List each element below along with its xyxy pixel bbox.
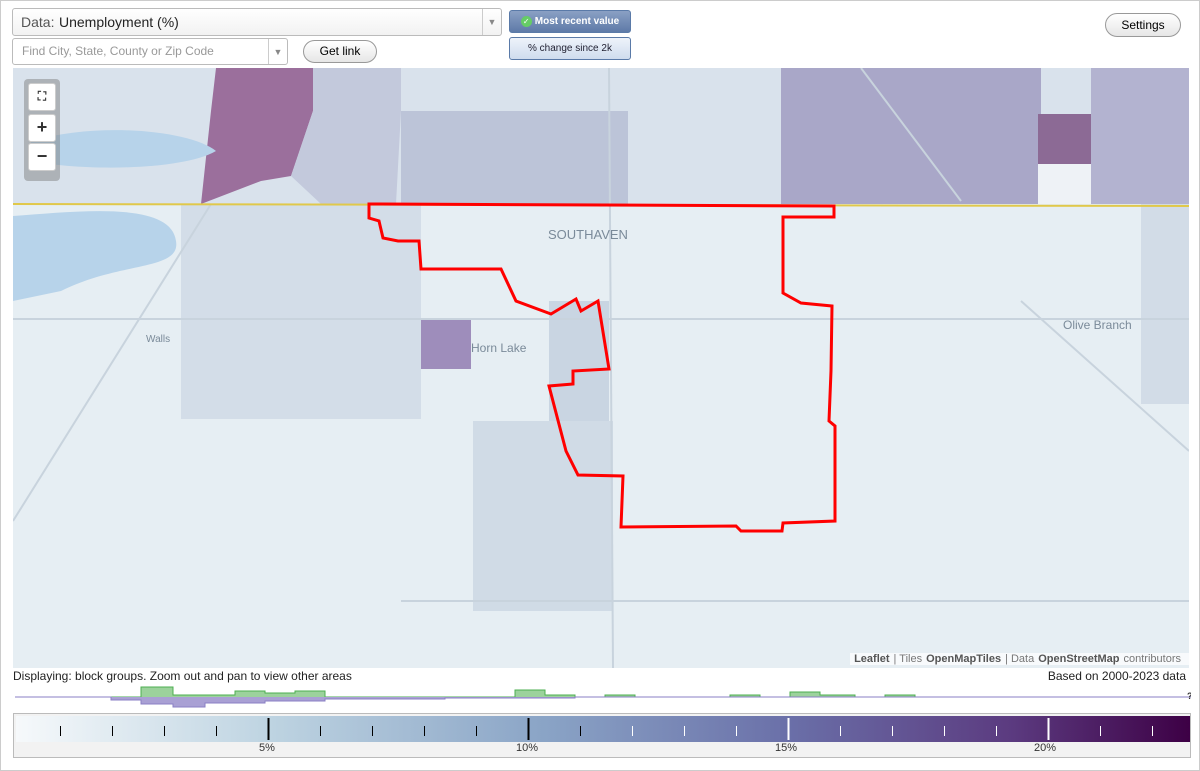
region [1038, 114, 1091, 164]
region [473, 421, 613, 611]
map-label: Horn Lake [471, 341, 527, 355]
map-label: SOUTHAVEN [548, 227, 628, 242]
histogram-baseline [15, 696, 1191, 708]
region [549, 301, 609, 421]
based-on-note: Based on 2000-2023 data [1047, 669, 1186, 683]
attribution-part: | Data [1005, 653, 1035, 665]
histogram-current [15, 686, 1191, 698]
most-recent-button[interactable]: ✓ Most recent value [509, 10, 631, 33]
attribution: Leaflet | Tiles OpenMapTiles | Data OpenStre… [850, 653, 1189, 665]
search-box[interactable]: Find City, State, County or Zip Code ▼ [12, 38, 288, 65]
map-label: Olive Branch [1063, 318, 1132, 332]
attribution-part[interactable]: OpenMapTiles [926, 653, 1002, 665]
settings-button[interactable]: Settings [1105, 13, 1181, 37]
legend-tick-label: 20% [1034, 742, 1057, 754]
zoom-in-button[interactable]: + [28, 114, 56, 142]
region [401, 111, 628, 204]
get-link-button[interactable]: Get link [303, 40, 377, 63]
dropdown-arrow: ▼ [482, 9, 501, 35]
attribution-part[interactable]: Leaflet [854, 653, 890, 665]
data-select[interactable]: Data: Unemployment (%) ▼ [12, 8, 502, 36]
legend-tick-label: 5% [259, 742, 275, 754]
attribution-part: contributors [1123, 653, 1181, 665]
selected-boundary [367, 202, 837, 533]
region [291, 68, 401, 204]
attribution-part: | Tiles [893, 653, 923, 665]
region [1038, 164, 1091, 204]
legend-tick-label: 10% [516, 742, 539, 754]
legend: 5% 10% 15% 20% [13, 713, 1191, 758]
dropdown-arrow: ▼ [268, 39, 287, 64]
zoom-out-button[interactable]: − [28, 143, 56, 171]
map[interactable]: SOUTHAVEN Horn Lake Walls Olive Branch [13, 68, 1189, 668]
map-label: Walls [146, 334, 170, 345]
data-value: Unemployment (%) [59, 14, 179, 30]
water [13, 211, 177, 301]
water [31, 130, 216, 168]
search-placeholder: Find City, State, County or Zip Code [22, 44, 214, 58]
help-icon[interactable]: ? [1187, 691, 1191, 701]
change-button[interactable]: % change since 2k [509, 37, 631, 60]
check-icon: ✓ [520, 16, 532, 27]
region [1141, 204, 1189, 404]
most-recent-label: Most recent value [534, 16, 620, 27]
legend-tick-label: 15% [775, 742, 798, 754]
region [421, 319, 471, 369]
legend-gradient [16, 716, 1190, 742]
region [201, 68, 313, 204]
region [1091, 68, 1189, 204]
zoom-control: ⛶ + − [24, 79, 60, 181]
region [181, 204, 421, 419]
legend-bar [16, 716, 1190, 742]
data-prefix: Data: [21, 14, 55, 30]
attribution-part[interactable]: OpenStreetMap [1038, 653, 1120, 665]
histogram: ? [15, 686, 1191, 708]
displaying-note: Displaying: block groups. Zoom out and p… [13, 669, 352, 683]
fit-button[interactable]: ⛶ [28, 83, 56, 111]
